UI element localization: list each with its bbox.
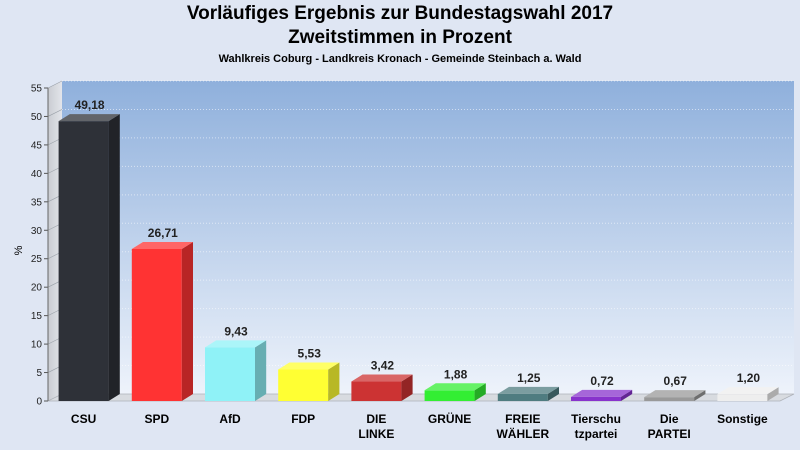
- bar-front: [351, 381, 402, 401]
- bar-front: [424, 390, 475, 401]
- bar-value-label: 9,43: [224, 324, 248, 338]
- chart-subtitle: Zweitstimmen in Prozent: [288, 27, 512, 48]
- bar-top: [351, 374, 413, 382]
- bar-top: [278, 362, 340, 370]
- bar-front: [58, 121, 109, 401]
- x-tick-label: Sonstige: [717, 412, 768, 426]
- x-tick-label: Die PARTEI: [648, 412, 691, 441]
- y-tick-label: 20: [31, 283, 43, 294]
- gridline-side: [47, 109, 63, 117]
- y-tick-label: 5: [36, 368, 42, 379]
- y-tick-label: 40: [31, 169, 43, 180]
- x-tick-label: DIE LINKE: [358, 412, 394, 441]
- bar-top: [571, 389, 633, 397]
- bar-side: [621, 389, 633, 401]
- y-tick-label: 0: [36, 397, 42, 408]
- x-tick-label: SPD: [144, 412, 169, 426]
- x-tick-label: CSU: [71, 412, 96, 426]
- bar-top: [131, 241, 193, 249]
- bar-value-label: 3,42: [371, 359, 395, 373]
- y-tick-label: 25: [31, 254, 43, 265]
- bar-side: [767, 387, 779, 401]
- bar-front: [497, 393, 548, 401]
- bar-top: [644, 390, 706, 398]
- x-tick-label: AfD: [219, 412, 241, 426]
- bar-side: [181, 241, 193, 401]
- chart-title: Vorläufiges Ergebnis zur Bundestagswahl …: [186, 3, 614, 24]
- bar-front: [278, 369, 329, 401]
- bar-value-label: 26,71: [148, 226, 178, 240]
- chart-caption: Wahlkreis Coburg - Landkreis Kronach - G…: [218, 53, 582, 65]
- y-tick-label: 45: [31, 140, 43, 151]
- bar-side: [474, 383, 486, 401]
- bar-value-label: 5,53: [298, 347, 322, 361]
- bar: [424, 383, 486, 401]
- y-tick-label: 30: [31, 226, 43, 237]
- bar-value-label: 1,25: [517, 371, 541, 385]
- bar-side: [401, 374, 413, 401]
- y-axis-label: %: [13, 245, 25, 255]
- x-tick-label: GRÜNE: [428, 411, 471, 426]
- bar-top: [424, 383, 486, 391]
- bar-top: [205, 340, 267, 348]
- gridline-side: [47, 80, 63, 89]
- bar-value-label: 49,18: [75, 98, 105, 112]
- bar-top: [717, 387, 779, 395]
- bar-front: [644, 397, 695, 401]
- y-tick-label: 55: [31, 84, 43, 95]
- plot-side-wall: [48, 81, 62, 401]
- bar-front: [205, 347, 255, 401]
- bar-front: [717, 394, 768, 401]
- bar-value-label: 0,72: [590, 374, 614, 388]
- bar-value-label: 1,20: [737, 371, 761, 385]
- bar: [717, 387, 779, 401]
- bar: [58, 114, 120, 401]
- bar: [571, 389, 633, 401]
- bar-side: [328, 362, 340, 401]
- bar-top: [58, 114, 120, 122]
- bar-front: [131, 248, 182, 401]
- bar: [497, 386, 559, 401]
- bar: [278, 362, 340, 401]
- y-tick-label: 15: [31, 311, 43, 322]
- bar-side: [547, 386, 559, 401]
- bar-value-label: 1,88: [444, 367, 468, 381]
- bar: [205, 340, 267, 401]
- x-tick-label: FREIE WÄHLER: [496, 412, 549, 441]
- bar-front: [571, 396, 621, 401]
- y-tick-label: 35: [31, 197, 43, 208]
- bar: [131, 241, 193, 401]
- x-tick-label: Tierschu tzpartei: [571, 412, 621, 441]
- bar-value-label: 0,67: [664, 374, 688, 388]
- bar-side: [108, 114, 120, 401]
- bar-side: [694, 390, 706, 401]
- bar: [644, 390, 706, 401]
- bar-side: [255, 340, 267, 401]
- bar-top: [497, 386, 559, 394]
- bar: [351, 374, 413, 401]
- y-tick-label: 10: [31, 340, 43, 351]
- y-tick-label: 50: [31, 112, 43, 123]
- x-tick-label: FDP: [291, 412, 315, 426]
